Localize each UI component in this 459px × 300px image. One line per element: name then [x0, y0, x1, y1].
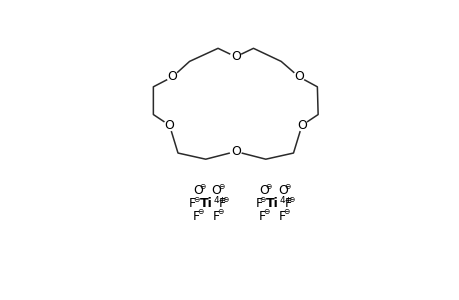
Circle shape [164, 120, 174, 131]
Text: ⊖: ⊖ [288, 195, 295, 204]
Text: O: O [211, 184, 221, 197]
Text: O: O [164, 119, 174, 132]
Text: F: F [279, 210, 285, 223]
Text: ⊖: ⊖ [259, 195, 265, 204]
Text: O: O [297, 119, 306, 132]
Circle shape [296, 120, 307, 131]
Text: 4+: 4+ [279, 196, 292, 205]
Text: ⊖: ⊖ [222, 195, 229, 204]
Text: ⊖: ⊖ [265, 182, 271, 191]
Text: O: O [230, 145, 240, 158]
Text: Ti: Ti [266, 197, 279, 210]
Text: F: F [189, 197, 196, 210]
Circle shape [230, 51, 241, 62]
Text: ⊖: ⊖ [283, 207, 289, 216]
Text: ⊖: ⊖ [218, 182, 224, 191]
Text: 4+: 4+ [213, 196, 226, 205]
Text: O: O [259, 184, 269, 197]
Circle shape [230, 146, 241, 157]
Text: O: O [230, 50, 240, 63]
Text: ⊖: ⊖ [197, 207, 203, 216]
Text: F: F [258, 210, 266, 223]
Text: F: F [218, 197, 225, 210]
Text: O: O [293, 70, 303, 83]
Text: ⊖: ⊖ [199, 182, 205, 191]
Text: F: F [192, 210, 200, 223]
Text: F: F [255, 197, 262, 210]
Text: Ti: Ti [200, 197, 213, 210]
Text: ⊖: ⊖ [263, 207, 269, 216]
Text: F: F [213, 210, 219, 223]
Text: O: O [193, 184, 202, 197]
Text: ⊖: ⊖ [284, 182, 290, 191]
Text: O: O [277, 184, 287, 197]
Circle shape [293, 71, 303, 82]
Circle shape [167, 71, 178, 82]
Text: ⊖: ⊖ [217, 207, 223, 216]
Text: F: F [284, 197, 291, 210]
Text: O: O [168, 70, 177, 83]
Text: ⊖: ⊖ [193, 195, 199, 204]
